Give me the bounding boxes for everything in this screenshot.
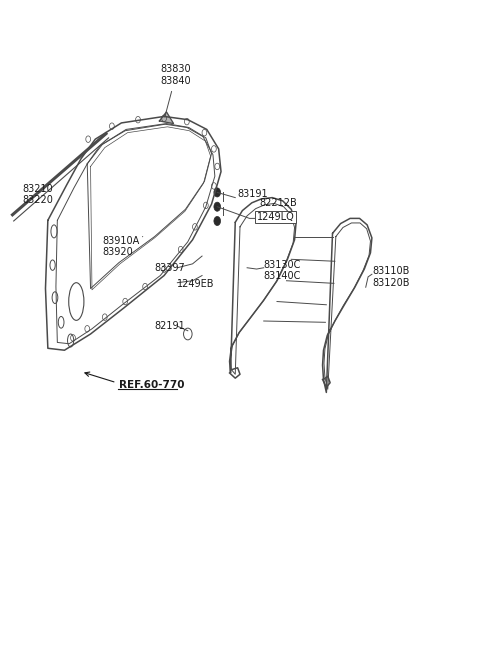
- Text: 82191: 82191: [155, 321, 185, 331]
- Text: 82212B: 82212B: [259, 198, 297, 208]
- Text: 83110B
83120B: 83110B 83120B: [372, 266, 409, 288]
- Polygon shape: [159, 112, 174, 124]
- Text: 83397: 83397: [155, 263, 185, 272]
- Text: 83210
83220: 83210 83220: [23, 183, 54, 205]
- Text: 1249LQ: 1249LQ: [257, 212, 294, 222]
- Text: 83910A
83920: 83910A 83920: [102, 236, 143, 257]
- Text: 1249EB: 1249EB: [178, 279, 215, 289]
- Circle shape: [214, 216, 220, 225]
- Circle shape: [214, 202, 220, 212]
- Text: 83130C
83140C: 83130C 83140C: [264, 259, 301, 281]
- Circle shape: [214, 188, 220, 197]
- Text: 83191: 83191: [238, 189, 268, 199]
- Text: REF.60-770: REF.60-770: [119, 380, 184, 390]
- Text: 83830
83840: 83830 83840: [161, 64, 191, 117]
